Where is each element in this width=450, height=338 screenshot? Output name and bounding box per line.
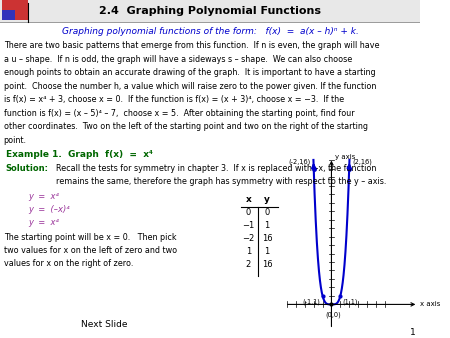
Text: −2: −2	[242, 234, 255, 243]
Text: (0,0): (0,0)	[325, 311, 341, 318]
Bar	[2, 0, 28, 20]
Text: Graphing polynomial functions of the form:   f(x)  =  a(x – h)ⁿ + k.: Graphing polynomial functions of the for…	[62, 27, 359, 37]
Text: 0: 0	[265, 208, 270, 217]
Text: is f(x) = x⁴ + 3, choose x = 0.  If the function is f(x) = (x + 3)⁴, choose x = : is f(x) = x⁴ + 3, choose x = 0. If the f…	[4, 95, 344, 104]
Text: 0: 0	[246, 208, 251, 217]
Text: x: x	[246, 195, 251, 204]
Text: (-1,1): (-1,1)	[303, 299, 321, 306]
Text: 16: 16	[262, 234, 272, 243]
Text: function is f(x) = (x – 5)⁴ – 7,  choose x = 5.  After obtaining the starting po: function is f(x) = (x – 5)⁴ – 7, choose …	[4, 109, 354, 118]
Text: The starting point will be x = 0.   Then pick: The starting point will be x = 0. Then p…	[4, 233, 176, 242]
Text: (2,16): (2,16)	[352, 158, 372, 165]
Text: point.: point.	[4, 136, 27, 145]
Text: other coordinates.  Two on the left of the starting point and two on the right o: other coordinates. Two on the left of th…	[4, 122, 368, 131]
Text: 1: 1	[410, 328, 415, 337]
Text: 2.4  Graphing Polynomial Functions: 2.4 Graphing Polynomial Functions	[99, 6, 321, 16]
Text: 1: 1	[265, 221, 270, 230]
Text: (-2,16): (-2,16)	[288, 158, 311, 165]
Text: 1: 1	[265, 247, 270, 256]
Text: enough points to obtain an accurate drawing of the graph.  It is important to ha: enough points to obtain an accurate draw…	[4, 68, 375, 77]
Text: 1: 1	[246, 247, 251, 256]
Text: (1,1): (1,1)	[342, 299, 358, 306]
Bar	[0, 0, 420, 22]
Text: y  =  x⁴: y = x⁴	[28, 218, 59, 227]
Text: y  =  (–x)⁴: y = (–x)⁴	[28, 205, 70, 214]
Text: There are two basic patterns that emerge from this function.  If n is even, the : There are two basic patterns that emerge…	[4, 42, 379, 50]
Text: y  =  x⁴: y = x⁴	[28, 192, 59, 201]
Text: Recall the tests for symmetry in chapter 3.  If x is replaced with –x, the funct: Recall the tests for symmetry in chapter…	[56, 164, 376, 173]
Text: values for x on the right of zero.: values for x on the right of zero.	[4, 259, 133, 268]
Text: 16: 16	[262, 260, 272, 269]
Text: x axis: x axis	[420, 301, 441, 308]
Bar	[2, 10, 15, 20]
Text: −1: −1	[242, 221, 255, 230]
Text: remains the same, therefore the graph has symmetry with respect to the y – axis.: remains the same, therefore the graph ha…	[56, 177, 387, 186]
Text: Next Slide: Next Slide	[81, 320, 128, 329]
Text: two values for x on the left of zero and two: two values for x on the left of zero and…	[4, 246, 177, 255]
Text: point.  Choose the number h, a value which will raise zero to the power given. I: point. Choose the number h, a value whic…	[4, 82, 376, 91]
Text: y: y	[264, 195, 270, 204]
Text: Example 1.  Graph  f(x)  =  x⁴: Example 1. Graph f(x) = x⁴	[5, 150, 153, 159]
Text: Solution:: Solution:	[5, 164, 49, 173]
Text: y axis: y axis	[335, 154, 356, 160]
Text: a u – shape.  If n is odd, the graph will have a sideways s – shape.  We can als: a u – shape. If n is odd, the graph will…	[4, 55, 352, 64]
Text: 2: 2	[246, 260, 251, 269]
